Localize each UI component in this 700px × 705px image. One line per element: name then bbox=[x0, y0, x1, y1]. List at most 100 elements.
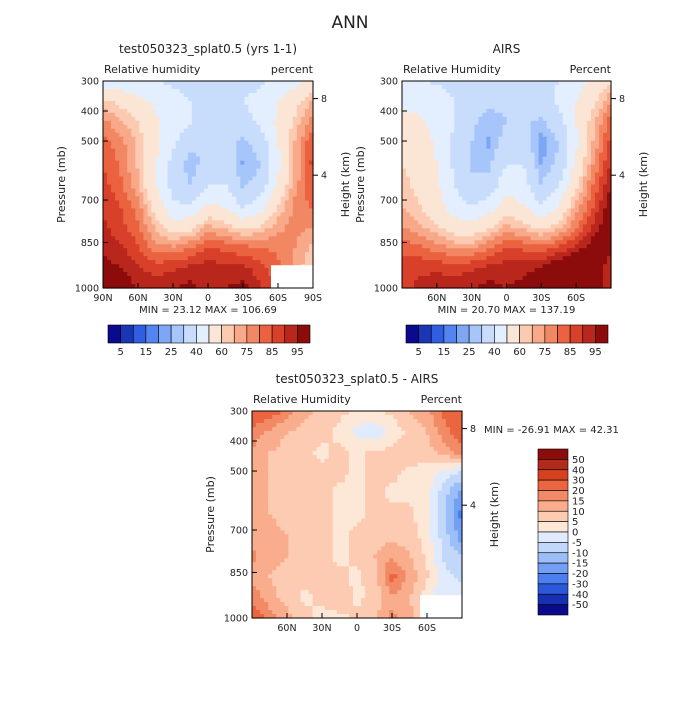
heatmap-cell bbox=[410, 212, 415, 217]
heatmap-cell bbox=[563, 177, 568, 182]
heatmap-cell bbox=[285, 161, 290, 166]
heatmap-cell bbox=[418, 181, 423, 186]
heatmap-cell bbox=[252, 161, 257, 166]
heatmap-cell bbox=[446, 177, 451, 182]
heatmap-cell bbox=[478, 228, 483, 233]
heatmap-cell bbox=[265, 93, 270, 98]
heatmap-cell bbox=[180, 113, 185, 118]
heatmap-cell bbox=[269, 169, 274, 174]
heatmap-cell bbox=[422, 161, 427, 166]
heatmap-cell bbox=[156, 93, 161, 98]
heatmap-cell bbox=[240, 212, 245, 217]
heatmap-cell bbox=[539, 185, 544, 190]
heatmap-cell bbox=[204, 81, 209, 86]
heatmap-cell bbox=[256, 192, 261, 197]
heatmap-cell bbox=[426, 89, 431, 94]
heatmap-cell bbox=[442, 93, 447, 98]
heatmap-cell bbox=[551, 141, 556, 146]
heatmap-cell bbox=[559, 105, 564, 110]
heatmap-cell bbox=[285, 256, 290, 261]
heatmap-cell bbox=[119, 216, 124, 221]
heatmap-cell bbox=[196, 101, 201, 106]
heatmap-cell bbox=[575, 177, 580, 182]
heatmap-cell bbox=[474, 204, 479, 209]
heatmap-cell bbox=[289, 236, 294, 241]
heatmap-cell bbox=[127, 165, 132, 170]
heatmap-cell bbox=[563, 101, 568, 106]
heatmap-cell bbox=[164, 212, 169, 217]
heatmap-cell bbox=[115, 97, 120, 102]
heatmap-cell bbox=[192, 200, 197, 205]
heatmap-cell bbox=[196, 216, 201, 221]
heatmap-cell bbox=[123, 212, 128, 217]
heatmap-cell bbox=[511, 97, 516, 102]
heatmap-cell bbox=[164, 244, 169, 249]
heatmap-cell bbox=[164, 276, 169, 281]
heatmap-cell bbox=[196, 133, 201, 138]
heatmap-cell bbox=[402, 149, 407, 154]
heatmap-cell bbox=[531, 224, 536, 229]
x-tick-label: 30N bbox=[163, 293, 182, 304]
heatmap-cell bbox=[438, 85, 443, 90]
heatmap-cell bbox=[192, 196, 197, 201]
heatmap-cell bbox=[256, 268, 261, 273]
heatmap-cell bbox=[123, 93, 128, 98]
heatmap-cell bbox=[196, 105, 201, 110]
heatmap-cell bbox=[147, 192, 152, 197]
heatmap-cell bbox=[430, 145, 435, 150]
heatmap-cell bbox=[172, 220, 177, 225]
heatmap-cell bbox=[579, 212, 584, 217]
heatmap-cell bbox=[220, 220, 225, 225]
heatmap-cell bbox=[466, 105, 471, 110]
heatmap-cell bbox=[583, 228, 588, 233]
heatmap-cell bbox=[236, 113, 241, 118]
heatmap-cell bbox=[595, 204, 600, 209]
heatmap-cell bbox=[184, 196, 189, 201]
heatmap-cell bbox=[543, 236, 548, 241]
heatmap-cell bbox=[224, 105, 229, 110]
heatmap-cell bbox=[285, 169, 290, 174]
heatmap-cell bbox=[430, 204, 435, 209]
heatmap-cell bbox=[519, 121, 524, 126]
heatmap-cell bbox=[462, 161, 467, 166]
heatmap-cell bbox=[176, 260, 181, 265]
heatmap-cell bbox=[297, 81, 302, 86]
heatmap-cell bbox=[434, 224, 439, 229]
heatmap-cell bbox=[434, 129, 439, 134]
heatmap-cell bbox=[490, 240, 495, 245]
heatmap-cell bbox=[204, 117, 209, 122]
heatmap-cell bbox=[297, 153, 302, 158]
heatmap-cell bbox=[289, 240, 294, 245]
heatmap-cell bbox=[446, 153, 451, 158]
heatmap-cell bbox=[511, 81, 516, 86]
heatmap-cell bbox=[172, 264, 177, 269]
heatmap-cell bbox=[172, 101, 177, 106]
heatmap-cell bbox=[277, 260, 282, 265]
heatmap-cell bbox=[434, 192, 439, 197]
heatmap-cell bbox=[458, 89, 463, 94]
heatmap-cell bbox=[567, 133, 572, 138]
heatmap-cell bbox=[462, 157, 467, 162]
heatmap-cell bbox=[410, 204, 415, 209]
heatmap-cell bbox=[426, 145, 431, 150]
heatmap-cell bbox=[200, 89, 205, 94]
heatmap-cell bbox=[543, 113, 548, 118]
heatmap-cell bbox=[511, 188, 516, 193]
heatmap-cell bbox=[240, 204, 245, 209]
heatmap-cell bbox=[147, 105, 152, 110]
heatmap-cell bbox=[434, 161, 439, 166]
heatmap-cell bbox=[587, 89, 592, 94]
heatmap-cell bbox=[273, 105, 278, 110]
heatmap-cell bbox=[269, 105, 274, 110]
heatmap-cell bbox=[603, 137, 608, 142]
heatmap-cell bbox=[107, 204, 112, 209]
heatmap-cell bbox=[240, 117, 245, 122]
heatmap-cell bbox=[208, 133, 213, 138]
heatmap-cell bbox=[547, 173, 552, 178]
heatmap-cell bbox=[599, 149, 604, 154]
heatmap-cell bbox=[160, 169, 165, 174]
heatmap-cell bbox=[147, 224, 152, 229]
heatmap-cell bbox=[462, 232, 467, 237]
heatmap-cell bbox=[547, 129, 552, 134]
heatmap-cell bbox=[265, 185, 270, 190]
